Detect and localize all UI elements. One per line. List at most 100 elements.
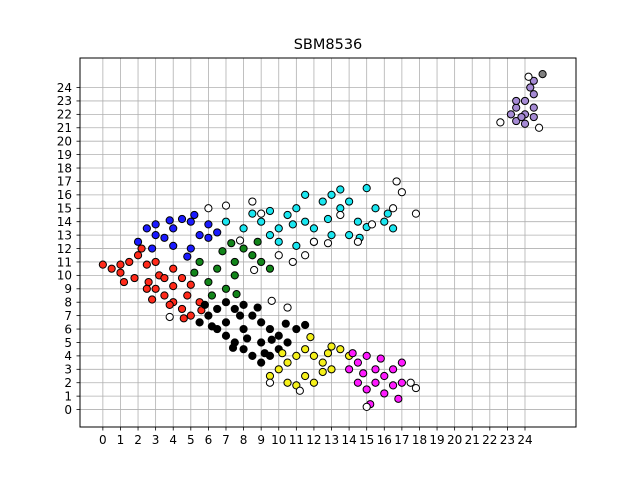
data-point bbox=[160, 273, 169, 283]
data-point bbox=[292, 324, 301, 334]
data-point bbox=[200, 300, 209, 309]
data-point bbox=[257, 217, 266, 226]
y-tick-label: 2 bbox=[64, 376, 72, 390]
x-tick-label: 24 bbox=[517, 433, 532, 447]
y-tick-label: 4 bbox=[64, 349, 72, 363]
data-point bbox=[257, 257, 266, 267]
data-point bbox=[253, 237, 262, 246]
cluster-black bbox=[195, 298, 310, 367]
data-point bbox=[506, 110, 516, 119]
data-point bbox=[394, 394, 403, 403]
data-point bbox=[362, 351, 371, 360]
data-point bbox=[301, 217, 310, 226]
data-point bbox=[371, 365, 380, 374]
data-point bbox=[288, 220, 297, 229]
y-tick-label: 10 bbox=[57, 269, 72, 283]
x-tick-label: 7 bbox=[222, 433, 230, 447]
y-tick-label: 17 bbox=[57, 175, 72, 189]
data-point bbox=[318, 197, 327, 206]
data-point bbox=[274, 365, 283, 374]
data-point bbox=[309, 351, 319, 360]
y-tick-label: 6 bbox=[64, 322, 72, 336]
data-point bbox=[496, 118, 505, 127]
data-point bbox=[177, 214, 187, 224]
data-point bbox=[383, 209, 392, 218]
data-point bbox=[274, 224, 283, 233]
data-point bbox=[318, 367, 327, 377]
data-point bbox=[107, 264, 116, 273]
data-point bbox=[359, 369, 368, 378]
x-tick-label: 18 bbox=[412, 433, 427, 447]
y-tick-label: 5 bbox=[64, 336, 72, 350]
data-point bbox=[345, 231, 354, 240]
data-point bbox=[116, 260, 125, 269]
data-point bbox=[267, 296, 276, 305]
data-point bbox=[371, 378, 380, 387]
data-point bbox=[529, 112, 538, 122]
x-tick-label: 22 bbox=[482, 433, 497, 447]
data-point bbox=[345, 197, 354, 206]
data-point bbox=[151, 231, 160, 240]
data-point bbox=[336, 204, 345, 213]
data-point bbox=[242, 334, 252, 343]
data-point bbox=[327, 342, 336, 351]
data-point bbox=[98, 260, 107, 269]
data-point bbox=[116, 268, 125, 277]
data-point bbox=[388, 381, 398, 390]
cluster-blue bbox=[133, 210, 222, 261]
y-tick-label: 16 bbox=[57, 188, 72, 202]
data-point bbox=[265, 264, 275, 273]
data-point bbox=[183, 291, 192, 300]
data-point bbox=[534, 123, 544, 132]
data-point bbox=[520, 96, 530, 106]
data-point bbox=[323, 349, 333, 358]
x-tick-label: 14 bbox=[341, 433, 356, 447]
data-point bbox=[380, 217, 389, 226]
data-point bbox=[512, 103, 521, 112]
data-point bbox=[221, 318, 231, 327]
data-point bbox=[306, 332, 315, 342]
data-point bbox=[235, 311, 245, 320]
data-point bbox=[218, 247, 227, 256]
data-point bbox=[125, 257, 134, 267]
data-point bbox=[227, 239, 236, 248]
y-tick-label: 21 bbox=[57, 121, 72, 135]
data-point bbox=[301, 190, 310, 199]
data-point bbox=[160, 291, 169, 300]
data-point bbox=[529, 76, 538, 85]
data-point bbox=[248, 197, 257, 206]
x-tick-label: 16 bbox=[377, 433, 392, 447]
x-tick-label: 8 bbox=[240, 433, 248, 447]
y-tick-label: 8 bbox=[64, 296, 72, 310]
data-point bbox=[142, 284, 151, 293]
data-point bbox=[221, 298, 231, 307]
cluster-green bbox=[190, 237, 275, 300]
data-point bbox=[260, 349, 269, 358]
data-point bbox=[165, 312, 174, 322]
data-point bbox=[137, 244, 146, 253]
data-point bbox=[265, 371, 275, 381]
data-point bbox=[183, 252, 192, 261]
x-tick-label: 3 bbox=[152, 433, 160, 447]
x-tick-label: 20 bbox=[447, 433, 462, 447]
data-point bbox=[160, 233, 169, 242]
y-tick-label: 13 bbox=[57, 228, 72, 242]
data-point bbox=[239, 224, 248, 233]
data-point bbox=[230, 257, 239, 267]
data-point bbox=[353, 217, 363, 226]
data-point bbox=[207, 291, 217, 300]
data-point bbox=[526, 83, 535, 92]
data-point bbox=[281, 319, 290, 328]
data-point bbox=[169, 241, 178, 250]
x-tick-label: 1 bbox=[117, 433, 125, 447]
data-point bbox=[265, 231, 275, 240]
data-point bbox=[165, 216, 174, 225]
data-point bbox=[406, 378, 415, 387]
x-tick-label: 5 bbox=[187, 433, 195, 447]
data-point bbox=[295, 386, 304, 395]
data-point bbox=[353, 378, 363, 387]
data-point bbox=[151, 257, 160, 267]
data-point bbox=[148, 295, 157, 304]
data-point bbox=[301, 320, 310, 330]
data-point bbox=[327, 190, 336, 199]
